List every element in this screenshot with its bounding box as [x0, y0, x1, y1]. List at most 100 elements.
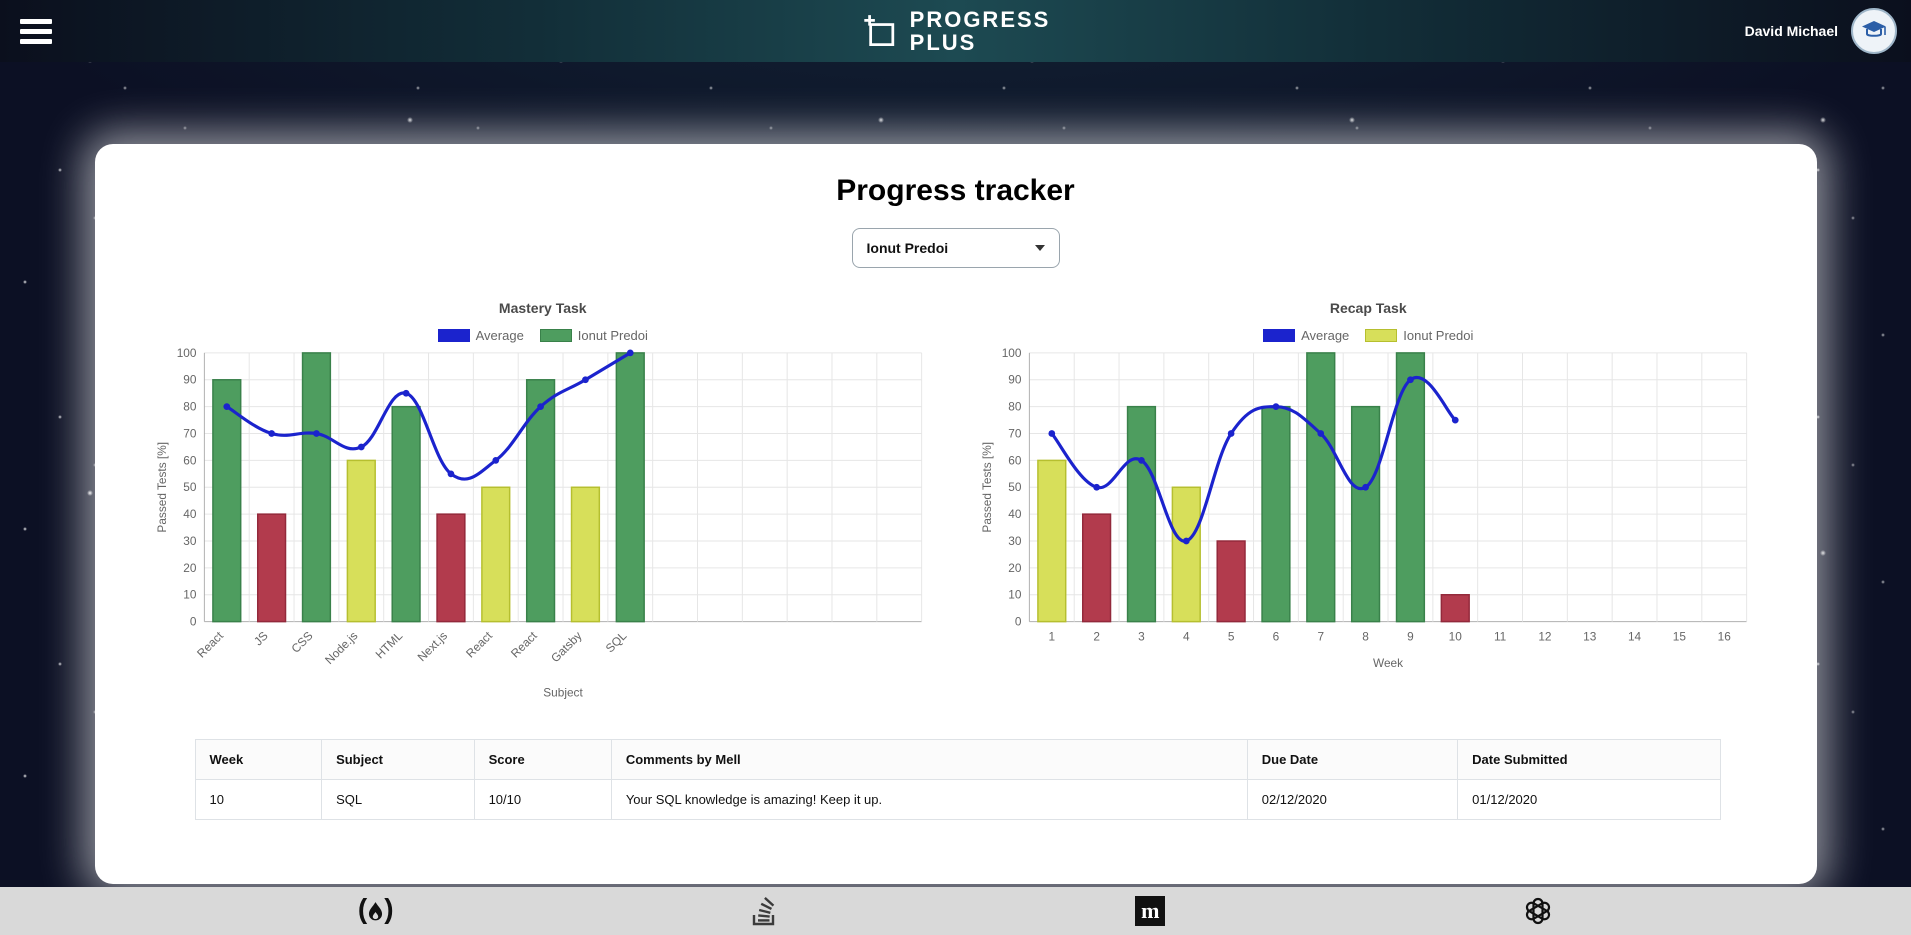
footer-bar: ( ) m: [0, 887, 1911, 935]
svg-text:50: 50: [1008, 480, 1022, 494]
table-cell: Your SQL knowledge is amazing! Keep it u…: [610, 778, 1248, 820]
mastery-task-chart: Mastery Task Average Ionut Predoi 0 10 20 30…: [153, 300, 934, 703]
svg-text:80: 80: [183, 400, 197, 414]
stackoverflow-icon[interactable]: [751, 896, 777, 926]
brand-line2: PLUS: [909, 30, 977, 55]
page-title: Progress tracker: [836, 174, 1075, 207]
svg-text:React: React: [194, 628, 226, 660]
svg-text:Node.js: Node.js: [322, 629, 360, 667]
table-header-cell: Subject: [321, 738, 475, 780]
chart-legend: Average Ionut Predoi: [153, 328, 934, 343]
student-selector[interactable]: Ionut Predoi: [851, 228, 1060, 268]
svg-text:90: 90: [1008, 373, 1022, 387]
svg-text:Passed Tests [%]: Passed Tests [%]: [154, 442, 168, 533]
svg-text:40: 40: [183, 507, 197, 521]
table-cell: 01/12/2020: [1457, 778, 1721, 820]
svg-text:30: 30: [1008, 534, 1022, 548]
svg-text:Gatsby: Gatsby: [548, 629, 584, 665]
user-name: David Michael: [1744, 23, 1838, 39]
svg-text:5: 5: [1228, 629, 1235, 643]
svg-text:HTML: HTML: [372, 628, 405, 661]
table-cell: SQL: [321, 778, 475, 820]
svg-text:0: 0: [189, 615, 196, 629]
progress-tracker-card: Progress tracker Ionut Predoi Mastery Ta…: [94, 144, 1817, 884]
svg-text:10: 10: [1008, 588, 1022, 602]
chevron-down-icon: [1034, 245, 1045, 251]
legend-item[interactable]: Ionut Predoi: [1365, 328, 1473, 343]
svg-text:React: React: [507, 628, 539, 660]
svg-text:16: 16: [1718, 629, 1732, 643]
paren-left: (: [357, 893, 368, 924]
top-bar: PROGRESS PLUS David Michael: [0, 0, 1911, 62]
svg-text:6: 6: [1273, 629, 1280, 643]
flame-icon: [369, 901, 383, 920]
legend-label: Average: [475, 328, 524, 343]
svg-text:10: 10: [183, 588, 197, 602]
legend-label: Ionut Predoi: [577, 328, 648, 343]
svg-text:React: React: [463, 628, 495, 660]
svg-text:2: 2: [1093, 629, 1100, 643]
svg-text:100: 100: [176, 346, 196, 360]
svg-text:0: 0: [1015, 615, 1022, 629]
svg-text:40: 40: [1008, 507, 1022, 521]
results-table-wrap: Week Subject Score Comments by Mell Due Date…: [194, 738, 1721, 820]
table-header-cell: Due Date: [1246, 738, 1459, 780]
svg-text:10: 10: [1449, 629, 1463, 643]
svg-text:14: 14: [1628, 629, 1642, 643]
legend-swatch: [1365, 329, 1398, 342]
charts-row: Mastery Task Average Ionut Predoi 0 10 20 30…: [95, 300, 1817, 703]
medium-m-glyph: m: [1135, 896, 1166, 926]
brand-logo: PROGRESS PLUS: [861, 8, 1051, 54]
table-cell: 10: [194, 778, 323, 820]
legend-swatch: [1263, 329, 1296, 342]
table-cell: 02/12/2020: [1246, 778, 1459, 820]
chart-title: Mastery Task: [498, 300, 587, 316]
table-header-row: Week Subject Score Comments by Mell Due Date…: [194, 738, 1721, 780]
legend-label: Ionut Predoi: [1403, 328, 1474, 343]
svg-text:70: 70: [1008, 426, 1022, 440]
medium-icon[interactable]: m: [1135, 896, 1166, 926]
table-row: 10 SQL 10/10 Your SQL knowledge is amazing!…: [194, 778, 1721, 820]
student-selector-value: Ionut Predoi: [866, 240, 949, 256]
table-header-cell: Date Submitted: [1457, 738, 1721, 780]
table-header-cell: Score: [473, 738, 612, 780]
svg-text:3: 3: [1138, 629, 1145, 643]
legend-swatch: [437, 329, 470, 342]
svg-text:20: 20: [183, 561, 197, 575]
user-area: David Michael: [1745, 8, 1897, 54]
svg-text:4: 4: [1183, 629, 1190, 643]
hamburger-menu-icon[interactable]: [20, 18, 52, 44]
svg-text:20: 20: [1008, 561, 1022, 575]
svg-text:1: 1: [1048, 629, 1055, 643]
openai-icon[interactable]: [1523, 896, 1553, 926]
mastery-task-plot: 0 10 20 30 40 50 60 70 80 90 100 React JS CSS Node.js H…: [154, 346, 922, 700]
svg-text:JS: JS: [251, 629, 271, 649]
recap-task-chart: Recap Task Average Ionut Predoi 0 10 20 30 40…: [978, 300, 1759, 673]
svg-text:7: 7: [1317, 629, 1324, 643]
svg-text:Subject: Subject: [543, 686, 583, 700]
svg-text:50: 50: [183, 480, 197, 494]
table-cell: 10/10: [473, 778, 612, 820]
legend-item[interactable]: Average: [437, 328, 524, 343]
svg-text:70: 70: [183, 426, 197, 440]
table-header-cell: Comments by Mell: [610, 738, 1248, 780]
svg-text:11: 11: [1494, 629, 1507, 643]
svg-text:60: 60: [1008, 453, 1022, 467]
svg-text:60: 60: [183, 453, 197, 467]
svg-text:30: 30: [183, 534, 197, 548]
freecodecamp-icon[interactable]: ( ): [357, 893, 394, 925]
svg-text:90: 90: [183, 373, 197, 387]
chart-legend: Average Ionut Predoi: [978, 328, 1759, 343]
results-table: Week Subject Score Comments by Mell Due Date…: [194, 738, 1721, 820]
svg-text:Next.js: Next.js: [414, 629, 450, 665]
legend-swatch: [539, 329, 572, 342]
legend-item[interactable]: Average: [1263, 328, 1349, 343]
brand-frame-icon: [863, 15, 894, 47]
svg-text:13: 13: [1583, 629, 1597, 643]
legend-item[interactable]: Ionut Predoi: [539, 328, 648, 343]
svg-text:CSS: CSS: [288, 629, 315, 656]
avatar[interactable]: [1851, 8, 1897, 54]
svg-text:9: 9: [1407, 629, 1414, 643]
table-body: 10 SQL 10/10 Your SQL knowledge is amazing!…: [194, 778, 1721, 820]
svg-text:8: 8: [1362, 629, 1369, 643]
